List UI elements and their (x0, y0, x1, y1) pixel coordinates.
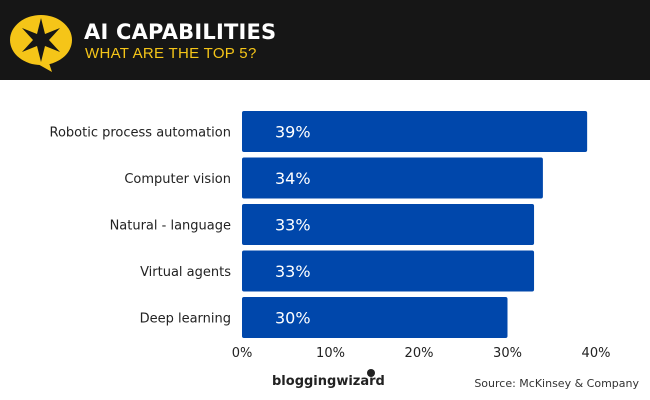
bar-value-label: 30% (275, 309, 311, 328)
brand-logo: bloggingwizard (272, 374, 385, 389)
page-subtitle: WHAT ARE THE TOP 5? (85, 45, 257, 62)
bar-chart: 39% Robotic process automation 34% Computer… (50, 111, 611, 361)
bar-value-label: 33% (275, 216, 311, 235)
source-note: Source: McKinsey & Company (474, 377, 639, 390)
x-tick-label: 20% (405, 346, 434, 361)
category-label: Robotic process automation (50, 126, 231, 141)
bar-value-label: 33% (275, 262, 311, 281)
x-tick-label: 40% (582, 346, 611, 361)
bar (242, 250, 535, 292)
bar (242, 297, 508, 338)
x-tick-label: 30% (493, 346, 522, 361)
bar (242, 157, 543, 199)
x-tick-label: 0% (232, 346, 253, 361)
bar (242, 204, 535, 245)
bar (242, 111, 588, 152)
brand-logo-dot-icon (367, 369, 375, 377)
header-banner: AI CAPABILITIES WHAT ARE THE TOP 5? (0, 0, 650, 80)
bar-value-label: 34% (275, 169, 311, 188)
bar-value-label: 39% (275, 123, 311, 142)
category-label: Natural - language (110, 219, 231, 234)
category-label: Deep learning (140, 312, 231, 327)
star-speech-bubble-icon (10, 15, 72, 72)
x-tick-label: 10% (316, 346, 345, 361)
page-title: AI CAPABILITIES (84, 20, 277, 44)
category-label: Virtual agents (140, 265, 231, 280)
category-label: Computer vision (124, 172, 231, 187)
